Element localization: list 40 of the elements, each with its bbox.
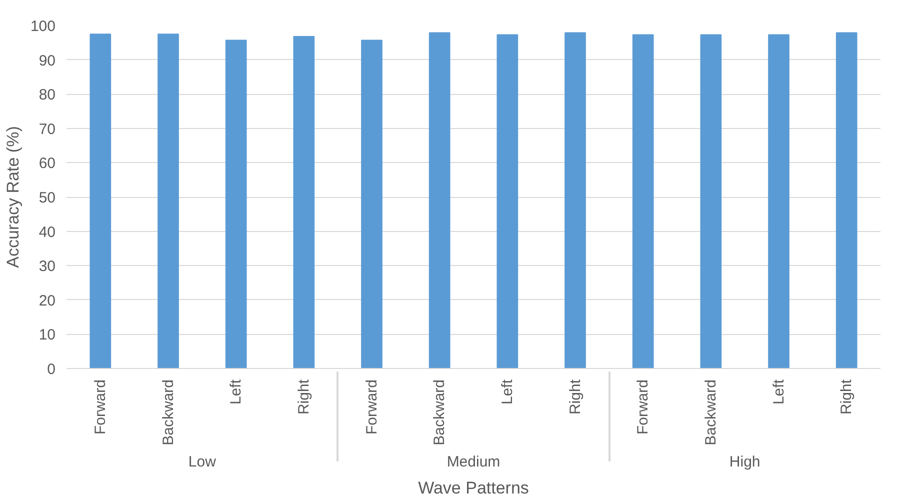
x-tick-label: Right [838, 378, 856, 415]
x-tick-label: Backward [160, 380, 177, 446]
y-tick-label: 10 [38, 326, 56, 344]
bar [90, 34, 112, 368]
x-axis-title: Wave Patterns [418, 478, 529, 498]
text: Medium [446, 453, 500, 470]
x-tick-label: Left [498, 378, 516, 405]
text: High [729, 453, 760, 470]
bar [293, 36, 315, 368]
bar [496, 34, 518, 368]
x-tick-label: Backward [702, 380, 720, 446]
y-tick-label: 80 [38, 86, 56, 104]
x-tick-label: Forward [92, 379, 109, 435]
y-tick-label: 60 [38, 155, 56, 172]
bar [225, 40, 247, 368]
bar [632, 34, 654, 368]
y-tick-label: 90 [38, 52, 56, 70]
y-tick-label: 20 [38, 292, 56, 310]
y-axis-title: Accuracy Rate (%) [3, 126, 22, 268]
bar [564, 32, 586, 368]
x-tick-label: Right [295, 378, 312, 415]
x-tick-label: Backward [431, 380, 448, 446]
y-tick-label: 40 [38, 224, 56, 241]
bar [158, 34, 179, 368]
y-tick-label: 50 [38, 190, 56, 206]
bar [768, 34, 790, 368]
y-tick-label: 0 [47, 361, 56, 378]
y-tick-label: 70 [38, 120, 56, 138]
y-tick-label: 100 [30, 18, 56, 35]
x-tick-label: Right [566, 378, 584, 415]
x-tick-label: Left [228, 378, 245, 405]
bar [836, 32, 858, 368]
text: Low [188, 453, 216, 470]
y-tick-label: 30 [38, 258, 56, 276]
bar [428, 32, 450, 368]
x-tick-label: Forward [363, 379, 380, 435]
x-tick-label: Forward [634, 379, 652, 435]
bar [700, 34, 722, 368]
bar [361, 40, 382, 368]
x-tick-label: Left [770, 378, 788, 405]
